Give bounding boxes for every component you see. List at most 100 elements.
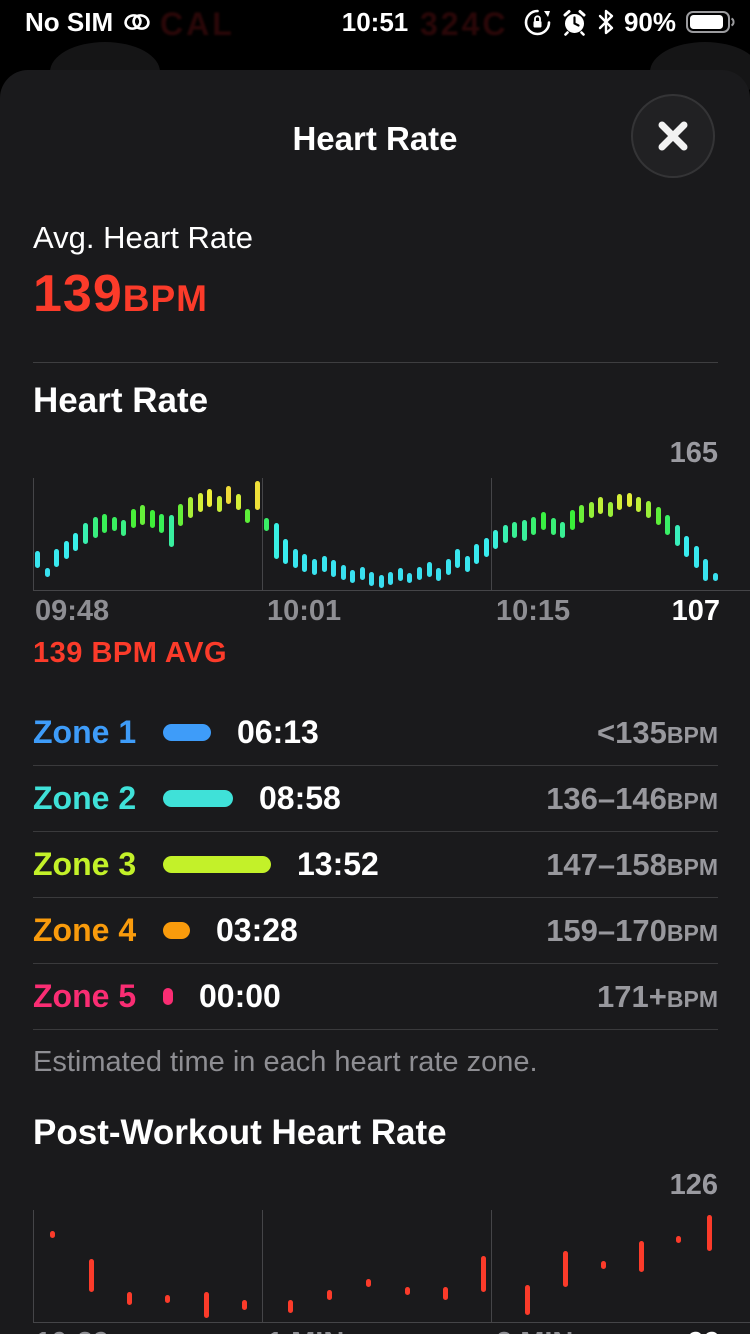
heart-rate-bar (707, 1215, 713, 1252)
heart-rate-bar (283, 539, 289, 564)
heart-rate-bar (365, 1279, 371, 1287)
x-tick-label: 2 MIN (496, 1327, 573, 1334)
chart-max-value: 126 (669, 1169, 718, 1201)
heart-rate-bar (404, 1287, 410, 1295)
heart-rate-bar (140, 505, 146, 525)
chart-x-axis-labels: 10:29 1 MIN 2 MIN 99 (33, 1327, 720, 1334)
close-icon (658, 121, 688, 151)
chart-latest-value: 107 (671, 595, 720, 627)
chart-latest-value: 99 (688, 1327, 720, 1334)
heart-rate-bar (416, 566, 422, 580)
post-workout-chart[interactable] (33, 1210, 750, 1323)
sheet-title: Heart Rate (292, 120, 458, 157)
status-bar: No SIM 10:51 (0, 0, 750, 44)
personal-hotspot-icon (122, 10, 152, 34)
zone-time: 08:58 (259, 780, 341, 816)
heart-rate-bar (273, 523, 279, 559)
battery-icon (686, 10, 736, 34)
close-button[interactable] (631, 94, 715, 178)
chart-avg-annotation: 139 BPM AVG (33, 637, 228, 669)
heart-rate-bar (111, 516, 117, 532)
heart-rate-bar (340, 565, 346, 580)
heart-rate-bar (455, 549, 461, 569)
row-divider (33, 897, 718, 898)
zone-duration-pill (163, 724, 211, 741)
section-divider (33, 362, 718, 363)
zone-duration-pill (163, 856, 271, 873)
heart-rate-bar (562, 1251, 568, 1287)
heart-rate-bar (480, 1256, 486, 1293)
heart-rate-bar (579, 505, 585, 524)
heart-rate-bar (121, 520, 127, 537)
status-time: 10:51 (341, 6, 409, 37)
heart-rate-bar (665, 515, 670, 535)
zone-duration-pill (163, 790, 233, 807)
heart-rate-bar (235, 494, 241, 511)
chart-axis (33, 478, 34, 591)
heart-rate-bar (541, 511, 546, 530)
zone-row-3[interactable]: Zone 3 13:52 147–158BPM (33, 832, 718, 897)
zone-name: Zone 3 (33, 846, 137, 882)
heart-rate-bar (703, 558, 709, 582)
avg-bpm-number: 139 (33, 265, 123, 323)
zone-name: Zone 4 (33, 912, 137, 948)
zone-duration-pill (163, 922, 190, 939)
heart-rate-bar (165, 1294, 171, 1303)
heart-rate-bar (197, 492, 203, 512)
zone-bpm-range: <135BPM (597, 714, 718, 750)
post-workout-section-title: Post-Workout Heart Rate (33, 1113, 447, 1152)
heart-rate-bar (600, 1261, 606, 1270)
carrier-label: No SIM (25, 6, 114, 37)
alarm-icon (561, 9, 588, 36)
heart-rate-bar (54, 549, 60, 567)
heart-rate-bar (712, 573, 718, 582)
heart-rate-bar (693, 545, 699, 569)
heart-rate-bar (407, 573, 413, 583)
zone-row-1[interactable]: Zone 1 06:13 <135BPM (33, 700, 718, 765)
heart-rate-bar (292, 549, 298, 569)
heart-rate-bar (483, 537, 489, 558)
chart-gridline (491, 478, 493, 591)
zone-row-2[interactable]: Zone 2 08:58 136–146BPM (33, 766, 718, 831)
heart-rate-bar (436, 568, 441, 582)
heart-rate-bar (674, 524, 680, 546)
heart-rate-bar (302, 553, 308, 572)
heart-rate-bar (92, 516, 98, 538)
heart-rate-bar (35, 550, 41, 569)
heart-rate-bar (684, 536, 690, 558)
chart-baseline (33, 590, 750, 591)
dimmed-background-text: 324C (420, 6, 509, 42)
heart-rate-bar (350, 570, 356, 583)
row-divider (33, 831, 718, 832)
heart-rate-bar (49, 1230, 55, 1239)
heart-rate-bar (676, 1235, 682, 1244)
zone-name: Zone 2 (33, 780, 137, 816)
zone-name: Zone 1 (33, 714, 137, 750)
heart-rate-bar (44, 568, 50, 577)
zone-row-4[interactable]: Zone 4 03:28 159–170BPM (33, 898, 718, 963)
heart-rate-bar (512, 521, 518, 538)
heart-rate-bar (331, 560, 337, 577)
heart-rate-zones-list: Zone 1 06:13 <135BPM Zone 2 08:58 136–14… (33, 700, 718, 1030)
avg-heart-rate-label: Avg. Heart Rate (33, 220, 253, 255)
heart-rate-bar (645, 500, 651, 519)
heart-rate-bar (531, 516, 537, 535)
heart-rate-bar (560, 521, 566, 538)
zone-name: Zone 5 (33, 978, 137, 1014)
heart-rate-bar (264, 518, 270, 532)
heart-rate-bar (426, 562, 432, 577)
heart-rate-sheet: Heart Rate Avg. Heart Rate 139BPM Heart … (0, 70, 750, 1334)
zone-bpm-range: 136–146BPM (546, 780, 718, 816)
dimmed-background-text: CAL (160, 6, 235, 42)
zone-row-5[interactable]: Zone 5 00:00 171+BPM (33, 964, 718, 1029)
heart-rate-bar (445, 558, 451, 575)
heart-rate-bar (83, 523, 88, 545)
heart-rate-bar (178, 503, 184, 527)
x-tick-label: 1 MIN (267, 1327, 344, 1334)
heart-rate-bar (63, 540, 69, 559)
heart-rate-bar (655, 507, 661, 525)
row-divider (33, 765, 718, 766)
chart-gridline (261, 478, 263, 591)
heart-rate-chart[interactable] (33, 478, 750, 591)
